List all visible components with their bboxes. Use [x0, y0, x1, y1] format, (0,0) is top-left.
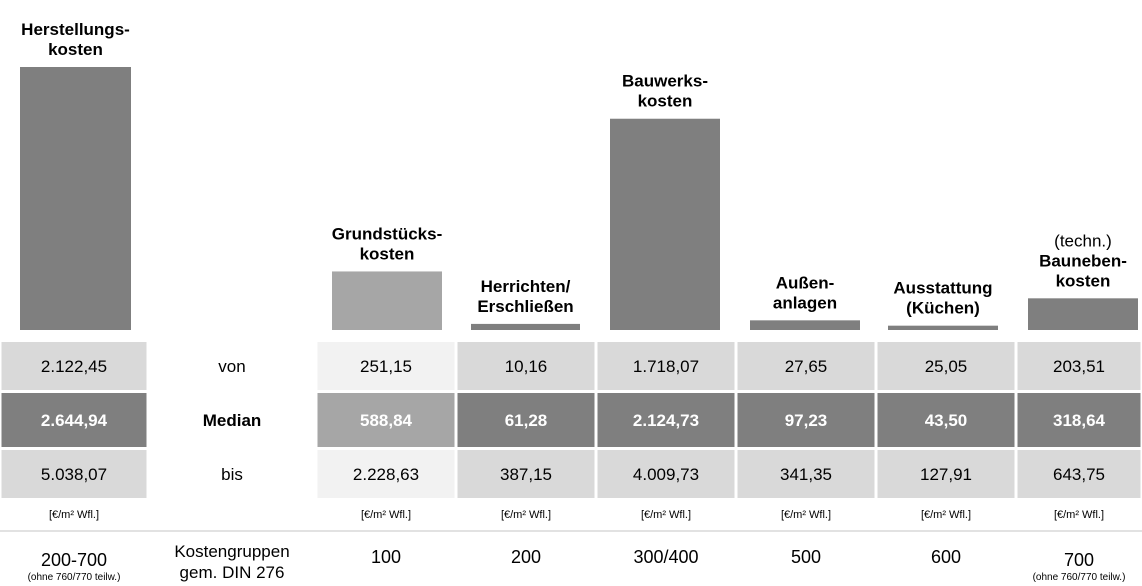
group-code: 200-700: [41, 550, 107, 570]
table-value: 318,64: [1053, 411, 1106, 430]
group-code: 600: [931, 547, 961, 567]
table-cell: [1, 450, 147, 498]
table-cell: [597, 450, 735, 498]
table-value: 251,15: [360, 357, 412, 376]
category-label: (Küchen): [906, 299, 980, 318]
bar: [471, 323, 580, 330]
table-cell: [877, 342, 1015, 390]
table-value: 43,50: [925, 411, 968, 430]
bar: [610, 118, 720, 330]
category-label: kosten: [48, 40, 103, 59]
bar: [888, 325, 998, 330]
unit-label: [€/m² Wfl.]: [49, 509, 99, 521]
table-cell: [457, 342, 595, 390]
group-code: 200: [511, 547, 541, 567]
category-label: anlagen: [773, 293, 837, 312]
table-value: 25,05: [925, 357, 968, 376]
group-note: (ohne 760/770 teilw.): [28, 572, 121, 583]
table-cell: [877, 450, 1015, 498]
category-label: Außen-: [776, 273, 835, 292]
table-value: 341,35: [780, 465, 832, 484]
group-code: 300/400: [633, 547, 698, 567]
group-code: 500: [791, 547, 821, 567]
group-note: (ohne 760/770 teilw.): [1033, 572, 1126, 583]
table-value: 588,84: [360, 411, 413, 430]
table-cell: [317, 342, 455, 390]
category-label: Ausstattung: [893, 279, 992, 298]
bar: [1028, 298, 1138, 330]
unit-label: [€/m² Wfl.]: [641, 509, 691, 521]
unit-label: [€/m² Wfl.]: [921, 509, 971, 521]
category-label: Bauwerks-: [622, 72, 708, 91]
bar: [750, 320, 860, 330]
table-cell: [317, 450, 455, 498]
table-value: 97,23: [785, 411, 828, 430]
table-cell: [1, 393, 147, 447]
table-cell: [597, 342, 735, 390]
table-value: 27,65: [785, 357, 828, 376]
category-label: kosten: [1056, 271, 1111, 290]
category-label: Herrichten/: [481, 277, 571, 296]
table-value: 643,75: [1053, 465, 1105, 484]
table-value: 387,15: [500, 465, 552, 484]
category-note: (techn.): [1054, 231, 1112, 250]
group-code: 700: [1064, 550, 1094, 570]
category-label: Grundstücks-: [332, 224, 443, 243]
table-value: 61,28: [505, 411, 548, 430]
table-cell: [737, 393, 875, 447]
unit-label: [€/m² Wfl.]: [1054, 509, 1104, 521]
table-value: 4.009,73: [633, 465, 699, 484]
bar: [20, 67, 131, 330]
row-label: Median: [203, 411, 262, 430]
table-value: 1.718,07: [633, 357, 699, 376]
table-cell: [457, 450, 595, 498]
category-label: kosten: [360, 244, 415, 263]
table-cell: [1017, 342, 1141, 390]
table-cell: [737, 450, 875, 498]
table-value: 5.038,07: [41, 465, 107, 484]
row-label: bis: [221, 465, 243, 484]
table-value: 10,16: [505, 357, 548, 376]
table-cell: [1017, 450, 1141, 498]
table-cell: [1017, 393, 1141, 447]
group-label: Kostengruppen: [174, 542, 289, 561]
table-cell: [1, 342, 147, 390]
table-value: 2.124,73: [633, 411, 699, 430]
unit-label: [€/m² Wfl.]: [781, 509, 831, 521]
group-code: 100: [371, 547, 401, 567]
group-label: gem. DIN 276: [180, 563, 285, 582]
category-label: kosten: [638, 92, 693, 111]
table-cell: [877, 393, 1015, 447]
table-value: 203,51: [1053, 357, 1105, 376]
category-label: Herstellungs-: [21, 20, 130, 39]
table-cell: [317, 393, 455, 447]
bar: [332, 271, 442, 330]
unit-label: [€/m² Wfl.]: [501, 509, 551, 521]
unit-label: [€/m² Wfl.]: [361, 509, 411, 521]
row-label: von: [218, 357, 245, 376]
table-value: 2.644,94: [41, 411, 108, 430]
category-label: Bauneben-: [1039, 251, 1127, 270]
table-cell: [597, 393, 735, 447]
table-value: 2.122,45: [41, 357, 107, 376]
table-cell: [737, 342, 875, 390]
table-cell: [457, 393, 595, 447]
table-value: 127,91: [920, 465, 972, 484]
category-label: Erschließen: [477, 297, 573, 316]
table-value: 2.228,63: [353, 465, 419, 484]
